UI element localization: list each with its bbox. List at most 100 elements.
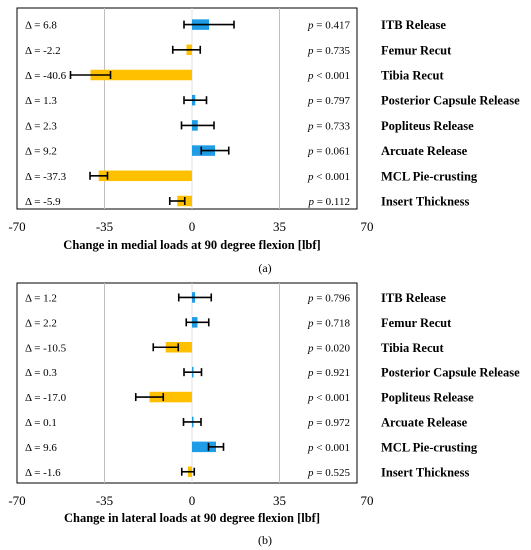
- x-axis-label: Change in lateral loads at 90 degree fle…: [64, 511, 320, 525]
- p-value-label: p = 0.921: [307, 367, 350, 379]
- category-label: Arcuate Release: [381, 144, 468, 158]
- x-tick-label: -35: [96, 493, 113, 508]
- category-label: Arcuate Release: [381, 415, 468, 429]
- category-label: Tibia Recut: [381, 69, 444, 83]
- delta-label: Δ = 2.3: [25, 120, 57, 132]
- delta-label: Δ = 0.3: [25, 367, 57, 379]
- p-value-label: p = 0.718: [307, 317, 350, 329]
- x-tick-label: 70: [361, 493, 374, 508]
- p-symbol: p: [307, 317, 314, 329]
- p-symbol: p: [307, 442, 314, 454]
- p-symbol: p: [307, 146, 314, 158]
- p-value: = 0.112: [314, 196, 350, 208]
- p-value-label: p < 0.001: [307, 392, 350, 404]
- p-symbol: p: [307, 171, 314, 183]
- x-tick-label: -70: [8, 493, 25, 508]
- p-symbol: p: [307, 417, 314, 429]
- p-symbol: p: [307, 120, 314, 132]
- category-label: Femur Recut: [381, 43, 452, 57]
- p-symbol: p: [307, 196, 314, 208]
- category-label: ITB Release: [381, 291, 446, 305]
- p-value: < 0.001: [314, 171, 350, 183]
- p-value: = 0.718: [314, 317, 351, 329]
- delta-label: Δ = 6.8: [25, 20, 57, 32]
- delta-label: Δ = -1.6: [25, 467, 61, 479]
- p-value: = 0.733: [314, 120, 351, 132]
- category-label: Popliteus Release: [381, 391, 474, 405]
- delta-label: Δ = -10.5: [25, 342, 67, 354]
- panel-caption: (a): [258, 261, 271, 275]
- delta-label: Δ = -40.6: [25, 70, 67, 82]
- p-value-label: p = 0.112: [307, 196, 350, 208]
- delta-label: Δ = 1.2: [25, 292, 57, 304]
- panel-caption: (b): [258, 533, 272, 547]
- bar: [98, 170, 192, 182]
- delta-label: Δ = -17.0: [25, 392, 67, 404]
- bar: [149, 391, 192, 403]
- p-value: = 0.061: [314, 146, 350, 158]
- x-tick-label: 35: [273, 219, 286, 234]
- p-value: = 0.796: [314, 292, 351, 304]
- p-value: < 0.001: [314, 70, 350, 82]
- category-label: Insert Thickness: [381, 465, 469, 479]
- p-value: < 0.001: [314, 392, 350, 404]
- p-value-label: p < 0.001: [307, 442, 350, 454]
- x-tick-label: 35: [273, 493, 286, 508]
- p-value-label: p = 0.417: [307, 20, 350, 32]
- p-symbol: p: [307, 45, 314, 57]
- p-value-label: p = 0.797: [307, 95, 350, 107]
- p-value-label: p = 0.733: [307, 120, 350, 132]
- delta-label: Δ = 9.6: [25, 442, 57, 454]
- delta-label: Δ = 0.1: [25, 417, 57, 429]
- delta-label: Δ = -37.3: [25, 171, 67, 183]
- p-value-label: p = 0.796: [307, 292, 350, 304]
- p-symbol: p: [307, 392, 314, 404]
- p-symbol: p: [307, 95, 314, 107]
- delta-label: Δ = 1.3: [25, 95, 57, 107]
- category-label: Posterior Capsule Release: [381, 366, 520, 380]
- p-value-label: p = 0.020: [307, 342, 350, 354]
- x-tick-label: -70: [8, 219, 25, 234]
- category-label: Posterior Capsule Release: [381, 94, 520, 108]
- x-axis-label: Change in medial loads at 90 degree flex…: [63, 238, 320, 252]
- p-value: = 0.525: [314, 467, 351, 479]
- category-label: ITB Release: [381, 18, 446, 32]
- bar: [90, 69, 192, 81]
- p-value-label: p < 0.001: [307, 171, 350, 183]
- plot-frame: [16, 7, 358, 210]
- x-tick-label: 70: [361, 219, 374, 234]
- category-label: Insert Thickness: [381, 195, 469, 209]
- p-symbol: p: [307, 367, 314, 379]
- p-value: < 0.001: [314, 442, 350, 454]
- x-tick-label: 0: [189, 219, 196, 234]
- p-value-label: p = 0.061: [307, 146, 350, 158]
- p-value: = 0.417: [314, 20, 351, 32]
- p-value: = 0.921: [314, 367, 350, 379]
- delta-label: Δ = 9.2: [25, 146, 57, 158]
- plot-frame: [16, 282, 358, 484]
- category-label: Popliteus Release: [381, 119, 474, 133]
- p-value-label: p = 0.735: [307, 45, 350, 57]
- category-label: Tibia Recut: [381, 341, 444, 355]
- p-value-label: p = 0.972: [307, 417, 350, 429]
- p-value: = 0.972: [314, 417, 350, 429]
- x-tick-label: -35: [96, 219, 113, 234]
- delta-label: Δ = -5.9: [25, 196, 61, 208]
- p-value-label: p < 0.001: [307, 70, 350, 82]
- p-symbol: p: [307, 467, 314, 479]
- delta-label: Δ = -2.2: [25, 45, 61, 57]
- category-label: MCL Pie-crusting: [381, 440, 478, 454]
- bar: [192, 441, 216, 453]
- category-label: Femur Recut: [381, 316, 452, 330]
- p-value: = 0.797: [314, 95, 351, 107]
- p-symbol: p: [307, 20, 314, 32]
- x-tick-label: 0: [189, 493, 196, 508]
- p-symbol: p: [307, 292, 314, 304]
- p-symbol: p: [307, 70, 314, 82]
- p-symbol: p: [307, 342, 314, 354]
- p-value: = 0.735: [314, 45, 351, 57]
- p-value: = 0.020: [314, 342, 351, 354]
- category-label: MCL Pie-crusting: [381, 169, 478, 183]
- p-value-label: p = 0.525: [307, 467, 350, 479]
